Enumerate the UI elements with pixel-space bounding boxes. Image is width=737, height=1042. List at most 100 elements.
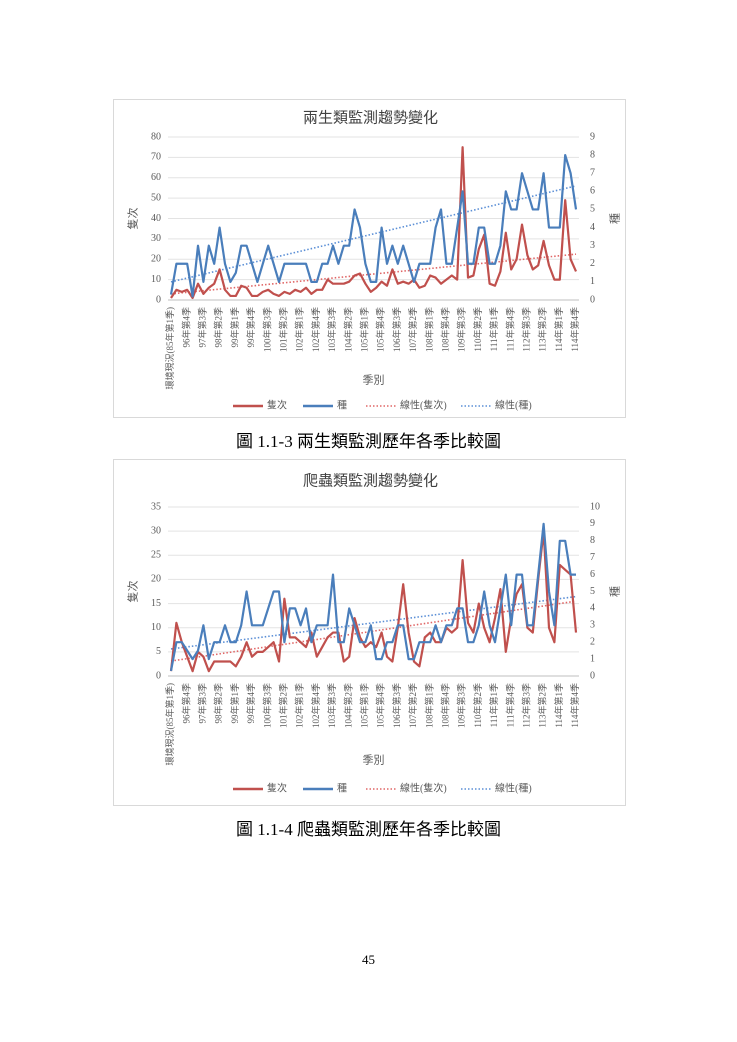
x-tick-label: 98年第2季	[213, 307, 224, 348]
series-line	[169, 522, 576, 672]
y2-tick-label: 8	[590, 535, 595, 546]
y2-tick-label: 0	[590, 670, 595, 681]
legend-label: 線性(種)	[495, 398, 532, 411]
x-tick-label: 109年第3季	[456, 307, 467, 352]
x-tick-label: 105年第1季	[358, 683, 369, 728]
x-tick-label: 114年第4季	[569, 307, 580, 352]
y2-tick-label: 6	[590, 569, 595, 580]
y-tick-label: 15	[151, 598, 161, 609]
y-tick-label: 60	[151, 172, 161, 183]
x-tick-label: 108年第1季	[423, 683, 434, 728]
y2-tick-label: 9	[590, 131, 595, 142]
trend-line	[170, 185, 577, 283]
x-tick-label: 111年第1季	[488, 683, 499, 727]
x-tick-label: 111年第1季	[488, 307, 499, 351]
legend-label: 線性(種)	[495, 781, 532, 794]
y-tick-label: 10	[151, 274, 161, 285]
y2-tick-label: 3	[590, 240, 595, 251]
y2-tick-label: 1	[590, 276, 595, 287]
x-tick-label: 102年第4季	[310, 307, 321, 352]
chart: 兩生類監測趨勢變化 0 10 20 30 40 50 60 70 80 0 1 2 3 4 5 6 7 8 9 環境現況…	[113, 99, 626, 418]
y2-axis-title: 種	[608, 586, 622, 597]
x-tick-label: 112年第3季	[520, 307, 531, 352]
y-tick-label: 30	[151, 233, 161, 244]
x-tick-label: 99年第4季	[245, 683, 256, 724]
x-tick-label: 106年第3季	[391, 683, 402, 728]
x-tick-label: 99年第1季	[229, 683, 240, 724]
x-axis-title: 季別	[363, 374, 385, 387]
y-tick-label: 10	[151, 622, 161, 633]
x-axis-title: 季別	[363, 754, 385, 767]
legend-label: 線性(隻次)	[400, 781, 447, 794]
x-tick-label: 96年第4季	[180, 683, 191, 724]
y-tick-label: 0	[156, 670, 161, 681]
y-tick-label: 5	[156, 646, 161, 657]
y2-tick-label: 0	[590, 294, 595, 305]
y2-tick-label: 7	[590, 168, 595, 179]
x-tick-label: 109年第3季	[456, 683, 467, 728]
x-tick-label: 98年第2季	[213, 683, 224, 724]
x-tick-label: 104年第2季	[342, 307, 353, 352]
chart-title: 兩生類監測趨勢變化	[303, 109, 438, 126]
chart: 爬蟲類監測趨勢變化 0 5 10 15 20 25 30 35 0 1 2 3 4 5 6 7 8 9 10 環境現況(…	[113, 459, 626, 806]
x-tick-label: 101年第2季	[277, 683, 288, 728]
x-tick-label: 113年第2季	[537, 307, 548, 352]
series-line	[169, 530, 578, 673]
y-tick-label: 50	[151, 192, 161, 203]
x-tick-label: 102年第1季	[294, 683, 305, 728]
y2-tick-label: 6	[590, 186, 595, 197]
series-line	[169, 154, 578, 298]
x-tick-label: 96年第4季	[180, 307, 191, 348]
x-tick-label: 97年第3季	[196, 307, 207, 348]
x-tick-label: 107年第2季	[407, 683, 418, 728]
y-axis-title: 隻次	[126, 581, 140, 603]
x-tick-label: 114年第1季	[553, 307, 564, 352]
y-tick-label: 0	[156, 294, 161, 305]
y-tick-label: 20	[151, 254, 161, 265]
y-tick-label: 35	[151, 501, 161, 512]
legend-label: 種	[337, 398, 347, 411]
x-tick-label: 97年第3季	[196, 683, 207, 724]
x-tick-label: 107年第2季	[407, 307, 418, 352]
page-number: 45	[362, 952, 375, 967]
legend-label: 種	[337, 781, 347, 794]
x-tick-label: 108年第4季	[439, 307, 450, 352]
trend-line	[170, 253, 577, 295]
x-tick-label: 100年第3季	[261, 683, 272, 728]
legend-label: 線性(隻次)	[400, 398, 447, 411]
x-tick-label: 105年第4季	[375, 683, 386, 728]
x-tick-label: 99年第1季	[229, 307, 240, 348]
x-tick-label: 113年第2季	[537, 683, 548, 728]
y-axis-title: 隻次	[126, 208, 140, 230]
y2-tick-label: 4	[590, 222, 595, 233]
y-tick-label: 25	[151, 550, 161, 561]
x-tick-label: 環境現況(85年第1季)	[164, 683, 175, 766]
y2-tick-label: 5	[590, 586, 595, 597]
y2-axis-title: 種	[608, 213, 622, 224]
y-tick-label: 20	[151, 574, 161, 585]
x-tick-label: 110年第2季	[472, 307, 483, 352]
legend-label: 隻次	[267, 398, 287, 411]
x-tick-label: 99年第4季	[245, 307, 256, 348]
legend-label: 隻次	[267, 781, 287, 794]
x-tick-label: 111年第4季	[504, 307, 515, 351]
series-line	[170, 146, 578, 300]
y-tick-label: 40	[151, 213, 161, 224]
x-tick-label: 104年第2季	[342, 683, 353, 728]
x-tick-label: 108年第4季	[439, 683, 450, 728]
y2-tick-label: 5	[590, 204, 595, 215]
x-tick-label: 114年第4季	[569, 683, 580, 728]
x-tick-label: 105年第4季	[375, 307, 386, 352]
x-tick-label: 105年第1季	[358, 307, 369, 352]
y2-tick-label: 10	[590, 501, 600, 512]
y-tick-label: 70	[151, 152, 161, 163]
y2-tick-label: 4	[590, 603, 595, 614]
y2-tick-label: 3	[590, 620, 595, 631]
x-tick-label: 106年第3季	[391, 307, 402, 352]
x-tick-label: 111年第4季	[504, 683, 515, 727]
y-tick-label: 80	[151, 131, 161, 142]
y-tick-label: 30	[151, 525, 161, 536]
figure-caption: 圖 1.1-4 爬蟲類監測歷年各季比較圖	[236, 820, 501, 839]
x-tick-label: 112年第3季	[520, 683, 531, 728]
y2-tick-label: 8	[590, 149, 595, 160]
